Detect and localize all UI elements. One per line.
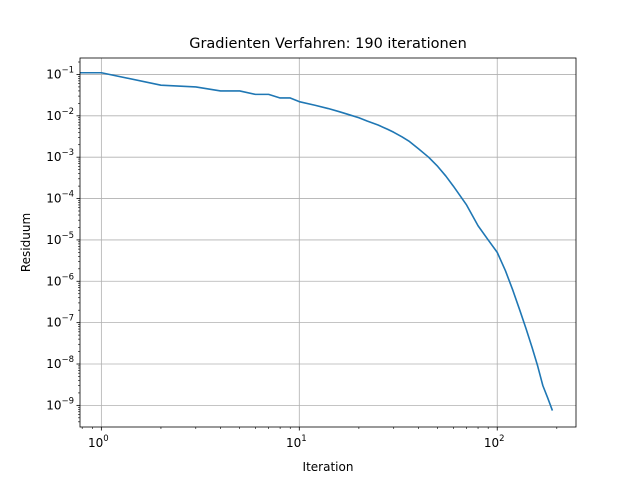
y-tick-label: 10−3 (46, 148, 74, 164)
x-tick-base: 10 (88, 436, 103, 450)
y-tick-exponent: −1 (61, 65, 74, 75)
y-tick-exponent: −2 (61, 107, 74, 117)
x-tick-label: 100 (88, 434, 109, 450)
residual-series-line (80, 71, 554, 411)
x-tick-exponent: 2 (499, 434, 504, 444)
y-axis-title: Residuum (19, 213, 33, 272)
x-axis-title: Iteration (303, 460, 354, 474)
y-tick-base: 10 (46, 150, 61, 164)
y-tick-exponent: −4 (61, 190, 74, 200)
plot-area-frame (79, 57, 577, 428)
y-tick-base: 10 (46, 274, 61, 288)
x-tick-exponent: 0 (103, 434, 108, 444)
y-tick-label: 10−6 (46, 272, 74, 288)
y-tick-exponent: −5 (61, 231, 74, 241)
x-tick-exponent: 1 (301, 434, 306, 444)
y-tick-exponent: −9 (61, 396, 74, 406)
y-tick-label: 10−4 (46, 190, 74, 206)
y-tick-base: 10 (46, 357, 61, 371)
y-tick-base: 10 (46, 109, 61, 123)
y-tick-exponent: −8 (61, 355, 74, 365)
y-tick-base: 10 (46, 192, 61, 206)
y-tick-exponent: −6 (61, 272, 74, 282)
y-tick-exponent: −7 (61, 314, 74, 324)
y-tick-label: 10−9 (46, 396, 74, 412)
y-tick-exponent: −3 (61, 148, 74, 158)
y-tick-label: 10−5 (46, 231, 74, 247)
x-tick-label: 101 (286, 434, 307, 450)
x-tick-label: 102 (484, 434, 505, 450)
grid (80, 58, 576, 427)
y-axis-ticks: 10−110−210−310−410−510−610−710−810−9 (46, 65, 80, 412)
chart-title: Gradienten Verfahren: 190 iterationen (189, 36, 467, 52)
y-tick-label: 10−8 (46, 355, 74, 371)
x-tick-base: 10 (286, 436, 301, 450)
x-axis-ticks: 100 101 102 (88, 427, 505, 450)
y-tick-label: 10−1 (46, 65, 74, 81)
y-tick-base: 10 (46, 316, 61, 330)
y-tick-base: 10 (46, 67, 61, 81)
y-tick-base: 10 (46, 398, 61, 412)
series-layer (80, 71, 554, 411)
x-tick-base: 10 (484, 436, 499, 450)
y-tick-label: 10−2 (46, 107, 74, 123)
y-tick-label: 10−7 (46, 314, 74, 330)
y-tick-base: 10 (46, 233, 61, 247)
